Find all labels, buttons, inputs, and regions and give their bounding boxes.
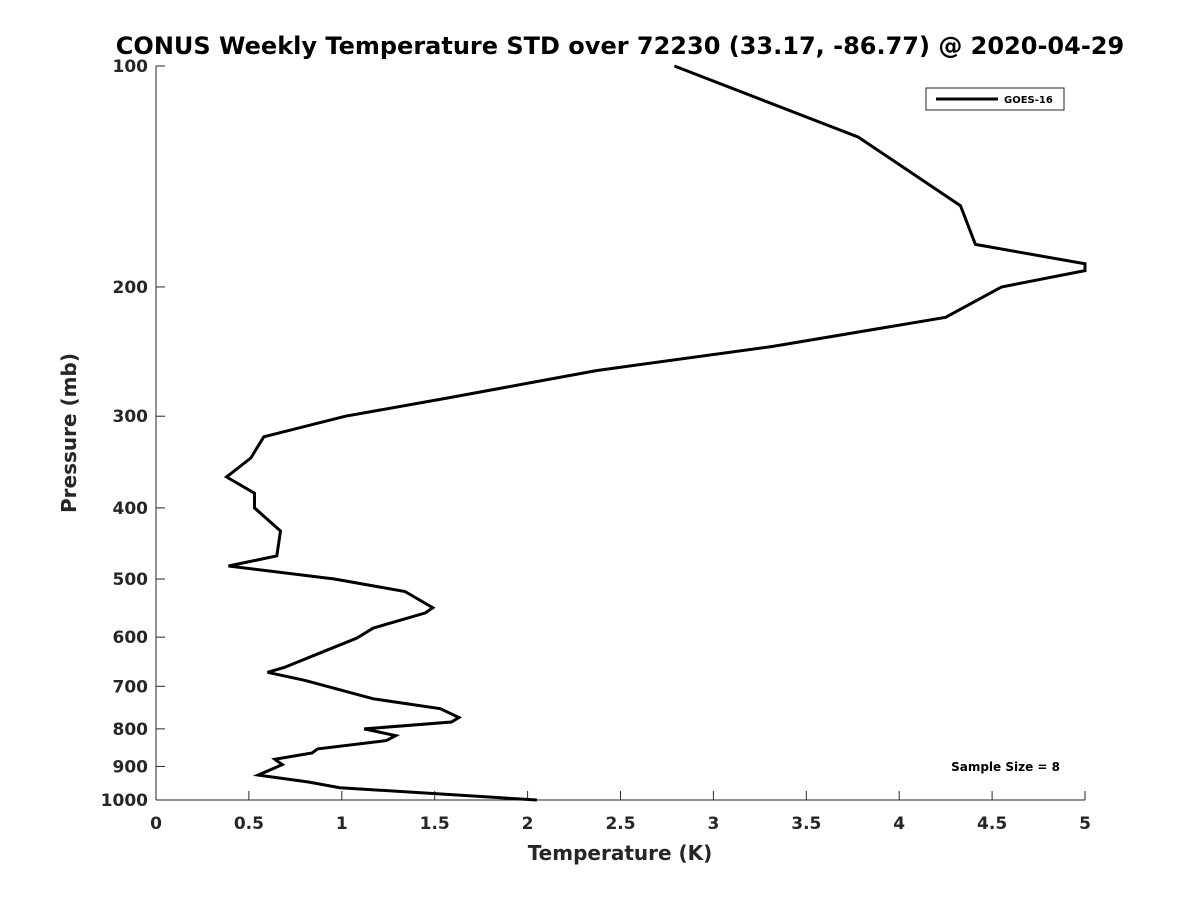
x-tick-label: 3 [707, 814, 719, 834]
series-line-goes-16 [223, 64, 1087, 802]
series-layer [223, 64, 1087, 802]
chart-title: CONUS Weekly Temperature STD over 72230 … [116, 32, 1124, 60]
y-ticks: 100 200 300 400 500 600 700 800 900 1000 [101, 57, 165, 811]
x-tick-label: 0 [150, 814, 162, 834]
x-ticks: 0 0.5 1 1.5 2 2.5 3 3.5 4 4.5 5 [150, 791, 1091, 834]
y-axis-label: Pressure (mb) [57, 353, 81, 513]
y-tick-label: 500 [113, 570, 149, 590]
sample-size-annotation: Sample Size = 8 [951, 760, 1060, 774]
x-tick-label: 4.5 [977, 814, 1007, 834]
x-tick-label: 0.5 [234, 814, 264, 834]
x-tick-label: 2 [522, 814, 534, 834]
y-tick-label: 100 [113, 57, 149, 77]
x-tick-label: 1 [336, 814, 348, 834]
y-tick-label: 1000 [101, 791, 148, 811]
x-tick-label: 2.5 [605, 814, 635, 834]
y-tick-label: 300 [113, 407, 149, 427]
y-tick-label: 900 [113, 757, 149, 777]
y-tick-label: 400 [113, 499, 149, 519]
x-tick-label: 4 [893, 814, 905, 834]
y-tick-label: 700 [113, 677, 149, 697]
x-tick-label: 3.5 [791, 814, 821, 834]
y-tick-label: 800 [113, 720, 149, 740]
legend-entry-goes-16: GOES-16 [1004, 95, 1053, 106]
x-tick-label: 1.5 [420, 814, 450, 834]
y-tick-label: 600 [113, 628, 149, 648]
y-tick-label: 200 [113, 278, 149, 298]
x-tick-label: 5 [1079, 814, 1091, 834]
x-axis-label: Temperature (K) [528, 841, 713, 865]
legend: GOES-16 [925, 87, 1065, 111]
